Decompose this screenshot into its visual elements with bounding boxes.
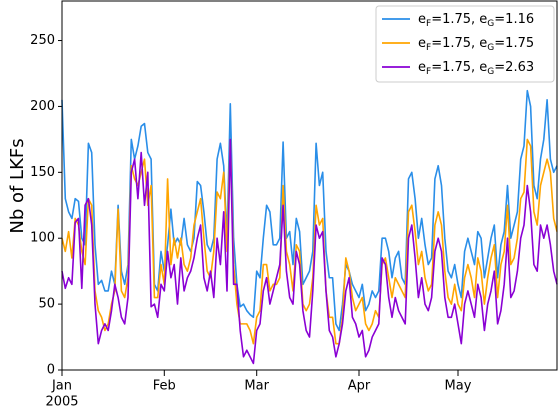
series-line	[61, 89, 558, 332]
legend-label: eF=1.75, eG=1.75	[418, 36, 534, 53]
y-tick-label: 150	[30, 165, 55, 180]
legend-label: eF=1.75, eG=2.63	[418, 60, 534, 77]
y-tick-label: 50	[38, 297, 55, 312]
x-tick-label: Feb	[153, 379, 176, 394]
y-tick-label: 100	[30, 231, 55, 246]
y-tick-label: 200	[30, 99, 55, 114]
legend-label: eF=1.75, eG=1.16	[418, 12, 534, 29]
x-tick-label: May	[445, 379, 472, 394]
series-line	[61, 138, 558, 345]
x-tick-year: 2005	[45, 395, 78, 407]
legend-box	[375, 5, 555, 83]
x-tick-label: Apr	[348, 379, 371, 394]
y-axis-label: Nb of LKFs	[7, 138, 28, 233]
x-tick-label: Mar	[244, 379, 269, 394]
series-line	[61, 138, 558, 365]
y-tick-label: 0	[47, 363, 55, 378]
x-tick-label: Jan	[51, 379, 72, 394]
y-tick-label: 250	[30, 33, 55, 48]
plot-frame	[61, 0, 558, 371]
